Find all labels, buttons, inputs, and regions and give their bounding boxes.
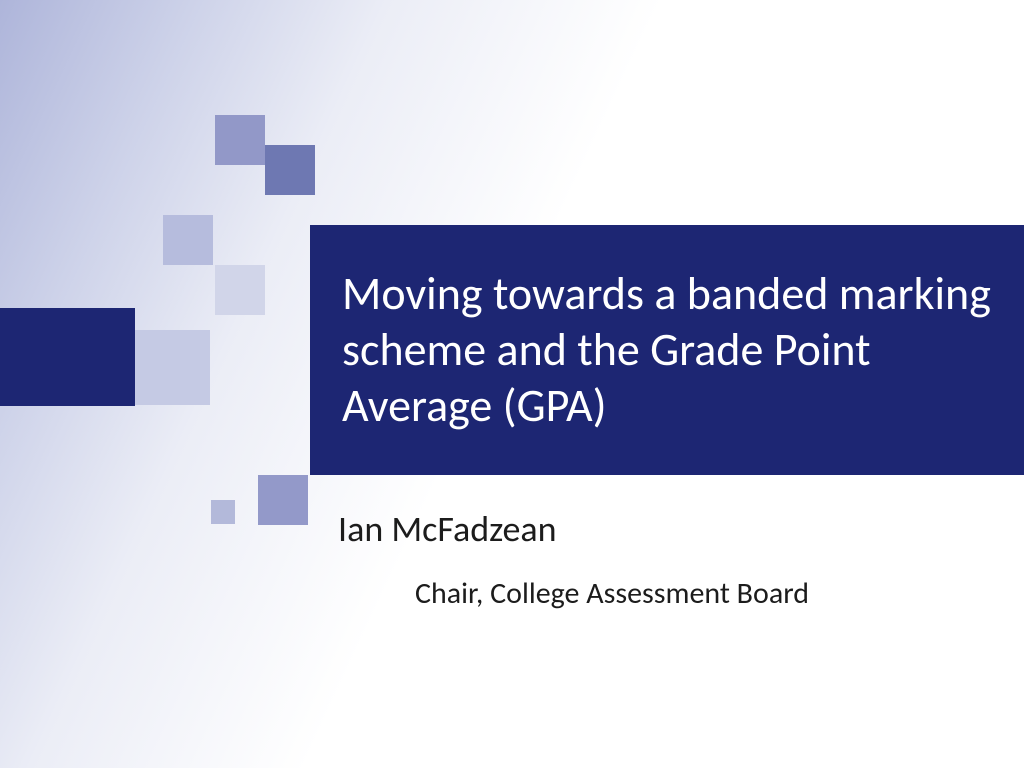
author-name: Ian McFadzean [338, 507, 557, 551]
deco-square-6 [258, 475, 308, 525]
deco-square-7 [211, 500, 235, 524]
slide: Moving towards a banded marking scheme a… [0, 0, 1024, 768]
deco-square-1 [215, 115, 265, 165]
deco-square-3 [163, 215, 213, 265]
deco-square-4 [215, 265, 265, 315]
deco-square-5 [135, 330, 210, 405]
left-accent-bar [0, 308, 135, 406]
deco-square-2 [265, 145, 315, 195]
author-role: Chair, College Assessment Board [415, 575, 809, 612]
title-box: Moving towards a banded marking scheme a… [310, 225, 1024, 475]
slide-title: Moving towards a banded marking scheme a… [342, 266, 996, 434]
